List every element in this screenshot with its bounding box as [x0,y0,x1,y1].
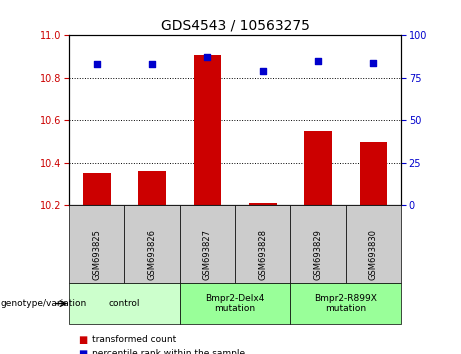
Bar [83,173,111,205]
Point [370,60,377,65]
Text: ■: ■ [78,335,88,345]
Bar [194,55,221,205]
Point [314,58,322,64]
Text: GSM693825: GSM693825 [92,229,101,280]
Text: transformed count: transformed count [92,335,177,344]
Point [204,55,211,60]
Text: genotype/variation: genotype/variation [0,299,87,308]
Bar [249,203,277,205]
Text: GSM693829: GSM693829 [313,229,323,280]
Point [148,62,156,67]
Text: Bmpr2-Delx4
mutation: Bmpr2-Delx4 mutation [206,294,265,313]
Text: GSM693826: GSM693826 [148,229,157,280]
Text: GSM693827: GSM693827 [203,229,212,280]
Text: percentile rank within the sample: percentile rank within the sample [92,349,245,354]
Text: control: control [109,299,140,308]
Bar [138,171,166,205]
Point [93,62,100,67]
Text: Bmpr2-R899X
mutation: Bmpr2-R899X mutation [314,294,377,313]
Title: GDS4543 / 10563275: GDS4543 / 10563275 [161,19,309,33]
Point [259,68,266,74]
Text: ■: ■ [78,349,88,354]
Text: GSM693828: GSM693828 [258,229,267,280]
Text: GSM693830: GSM693830 [369,229,378,280]
Bar [304,131,332,205]
Bar [360,142,387,205]
